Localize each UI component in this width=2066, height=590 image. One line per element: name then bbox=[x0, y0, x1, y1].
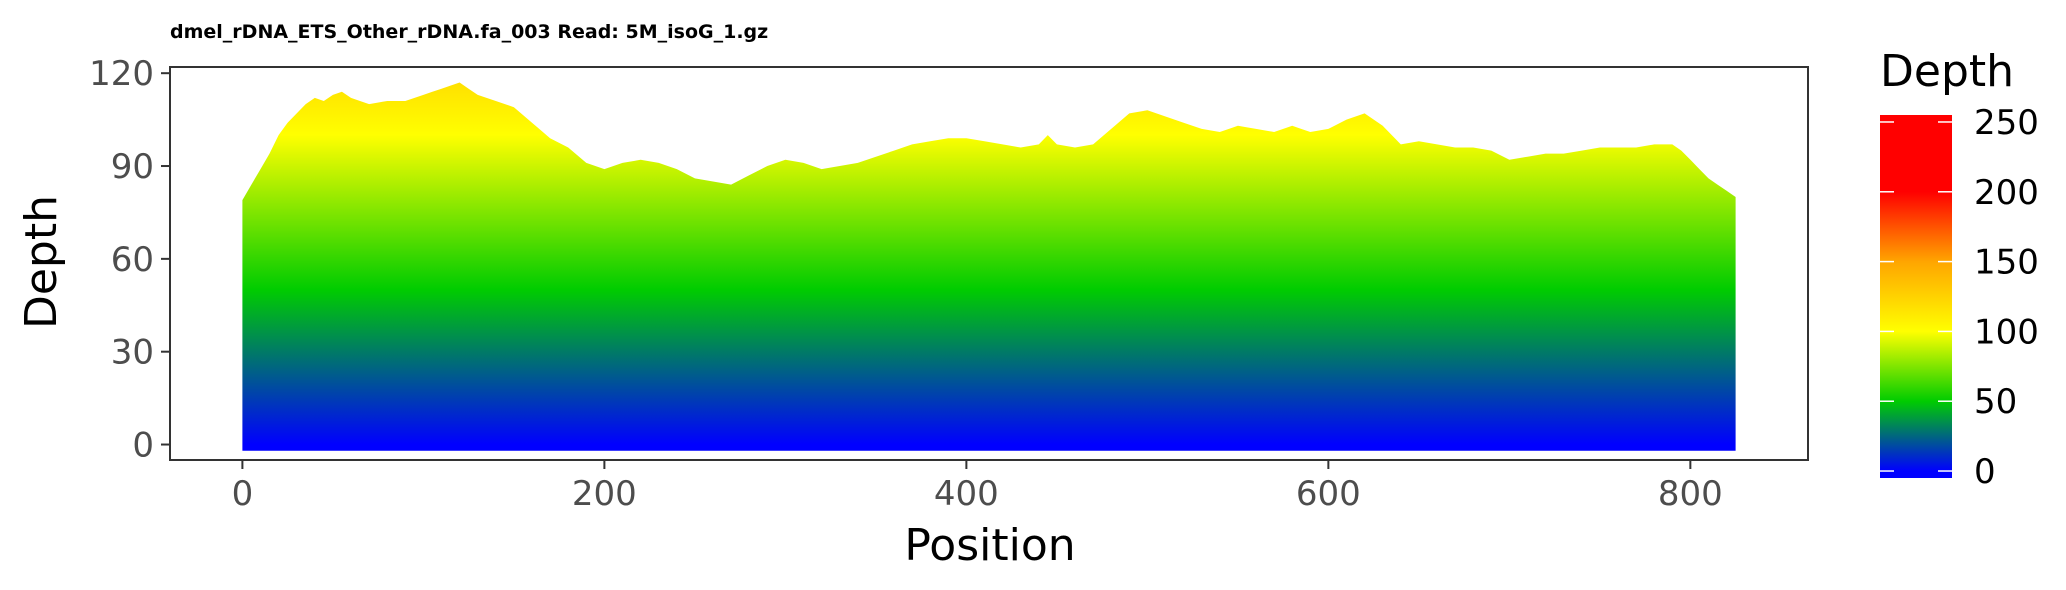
x-axis: 0 200 400 600 800 bbox=[232, 460, 1723, 514]
y-tick-label: 120 bbox=[89, 54, 154, 94]
colorbar-tick-label: 0 bbox=[1974, 452, 1996, 492]
colorbar-tick-label: 50 bbox=[1974, 382, 2017, 422]
x-tick-label: 600 bbox=[1296, 474, 1361, 514]
y-tick-label: 0 bbox=[132, 426, 154, 466]
y-axis: 0 30 60 90 120 bbox=[89, 54, 170, 466]
x-tick-label: 400 bbox=[934, 474, 999, 514]
colorbar-tick-label: 200 bbox=[1974, 173, 2039, 213]
x-axis-title: Position bbox=[904, 520, 1075, 571]
y-tick-label: 60 bbox=[111, 240, 154, 280]
colorbar-legend: Depth 0 50 100 150 200 250 bbox=[1880, 46, 2039, 492]
colorbar-tick-label: 150 bbox=[1974, 243, 2039, 283]
x-tick-label: 0 bbox=[232, 474, 254, 514]
colorbar bbox=[1880, 115, 1952, 478]
y-axis-title: Depth bbox=[16, 195, 67, 329]
colorbar-tick-label: 100 bbox=[1974, 312, 2039, 352]
colorbar-title: Depth bbox=[1880, 46, 2014, 97]
colorbar-ticks: 0 50 100 150 200 250 bbox=[1880, 103, 2039, 492]
x-tick-label: 200 bbox=[572, 474, 637, 514]
colorbar-tick-label: 250 bbox=[1974, 103, 2039, 143]
y-tick-label: 30 bbox=[111, 333, 154, 373]
y-tick-label: 90 bbox=[111, 147, 154, 187]
x-tick-label: 800 bbox=[1658, 474, 1723, 514]
panel-border bbox=[169, 66, 1809, 461]
chart-title: dmel_rDNA_ETS_Other_rDNA.fa_003 Read: 5M… bbox=[170, 21, 768, 43]
depth-area bbox=[242, 82, 1736, 451]
plot-panel bbox=[169, 66, 1809, 461]
